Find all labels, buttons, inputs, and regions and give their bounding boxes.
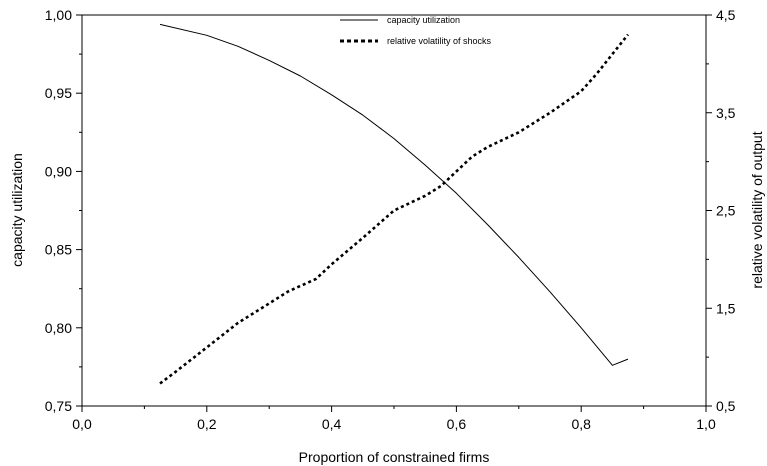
- y-tick-label: 0,85: [45, 242, 72, 258]
- legend-label-capacity-utilization: capacity utilization: [387, 15, 460, 25]
- series-line-capacity-utilization: [159, 23, 629, 366]
- x-tick-label: 0,8: [571, 416, 591, 432]
- x-tick-label: 0,2: [197, 416, 217, 432]
- x-tick-label: 1,0: [696, 416, 716, 432]
- y2-tick-label: 3,5: [716, 105, 736, 121]
- y-tick-label: 0,80: [45, 320, 72, 336]
- series-line-relative-volatility-of-shocks: [159, 33, 630, 385]
- x-axis-ticks: 0,0 0,2 0,4 0,6 0,8 1,0: [72, 406, 716, 432]
- y-tick-label: 1,00: [45, 7, 72, 23]
- y2-tick-label: 1,5: [716, 300, 736, 316]
- x-tick-label: 0,0: [72, 416, 92, 432]
- y2-tick-label: 2,5: [716, 203, 736, 219]
- y-tick-label: 0,95: [45, 85, 72, 101]
- right-y-axis-ticks: 0,5 1,5 2,5 3,5 4,5: [706, 7, 736, 414]
- plot-frame: [81, 14, 707, 407]
- x-tick-label: 0,4: [322, 416, 342, 432]
- x-tick-label: 0,6: [447, 416, 467, 432]
- right-y-axis-title: relative volatility of output: [749, 131, 765, 288]
- y2-tick-label: 4,5: [716, 7, 736, 23]
- left-y-axis-title: capacity utilization: [9, 153, 25, 267]
- legend-label-relative-volatility: relative volatility of shocks: [387, 36, 492, 46]
- y2-tick-label: 0,5: [716, 398, 736, 414]
- left-y-axis-ticks: 0,75 0,80 0,85 0,90 0,95 1,00: [45, 7, 82, 414]
- legend: capacity utilization relative volatility…: [340, 15, 492, 46]
- y-tick-label: 0,90: [45, 163, 72, 179]
- series-layer: [159, 23, 630, 385]
- y-tick-label: 0,75: [45, 398, 72, 414]
- x-axis-title: Proportion of constrained firms: [299, 449, 490, 465]
